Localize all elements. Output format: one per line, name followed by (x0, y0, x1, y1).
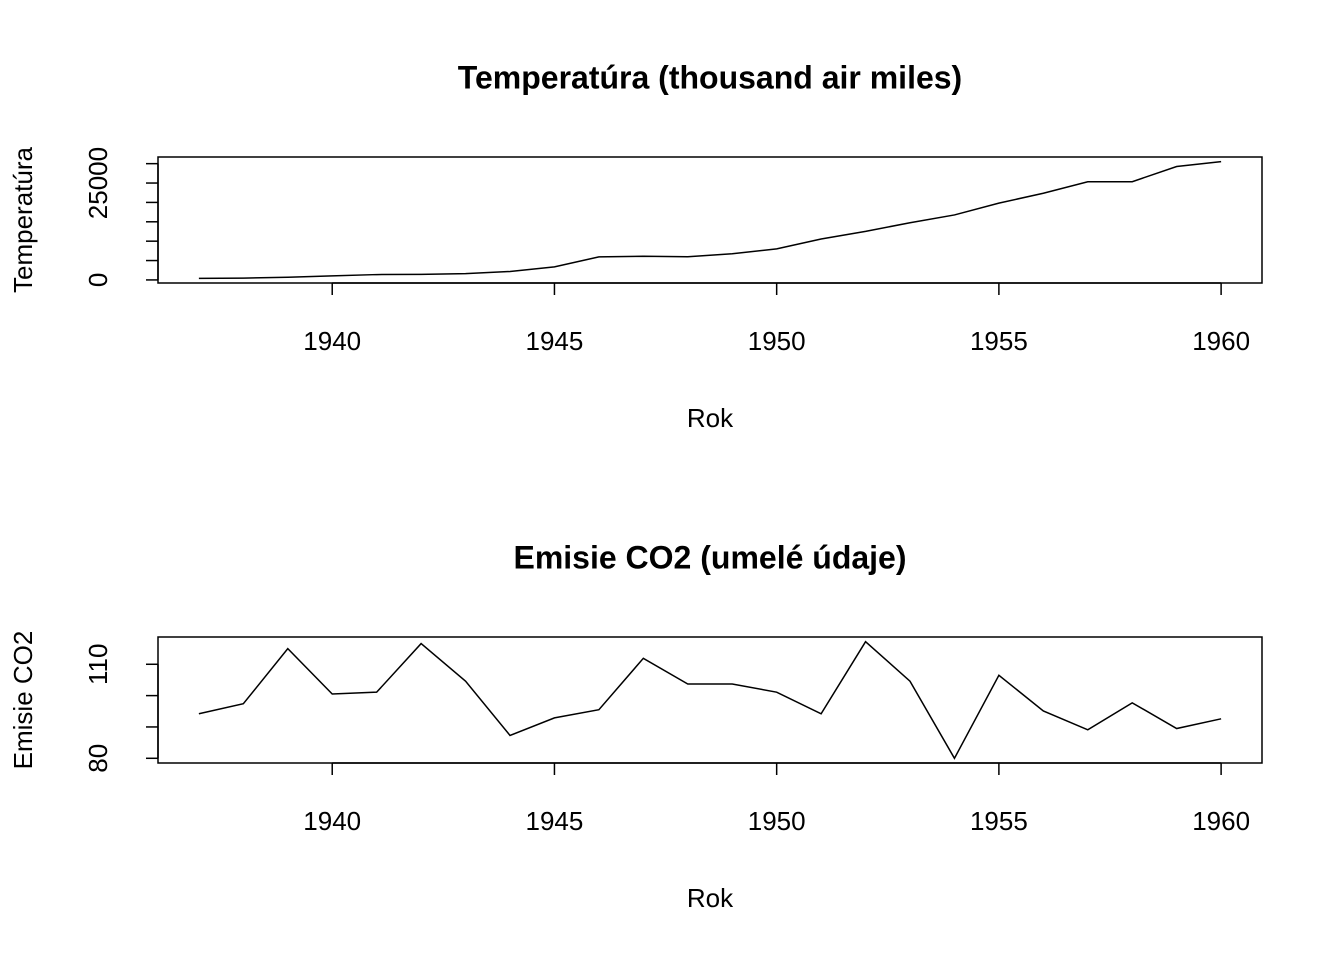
x-axis-label: Rok (687, 883, 734, 913)
x-tick-label: 1955 (970, 326, 1028, 356)
data-line (198, 640, 1222, 760)
x-tick-label: 1950 (748, 806, 806, 836)
x-axis-label: Rok (687, 403, 734, 433)
chart-title: Temperatúra (thousand air miles) (458, 59, 962, 95)
y-tick-label: 0 (83, 273, 113, 287)
y-axis-label: Emisie CO2 (8, 631, 38, 770)
y-axis-label: Temperatúra (8, 146, 38, 292)
x-tick-label: 1955 (970, 806, 1028, 836)
x-tick-label: 1940 (303, 326, 361, 356)
y-tick-label: 110 (83, 644, 113, 685)
x-tick-label: 1945 (526, 806, 584, 836)
y-tick-label: 80 (83, 744, 113, 773)
plot-frame (157, 636, 1263, 764)
data-line (198, 160, 1222, 280)
x-tick-label: 1960 (1192, 326, 1250, 356)
plot-frame (157, 156, 1263, 284)
chart-title: Emisie CO2 (umelé údaje) (513, 539, 906, 575)
y-tick-label: 25000 (83, 147, 113, 219)
x-tick-label: 1945 (526, 326, 584, 356)
x-tick-label: 1940 (303, 806, 361, 836)
x-tick-label: 1960 (1192, 806, 1250, 836)
x-tick-label: 1950 (748, 326, 806, 356)
